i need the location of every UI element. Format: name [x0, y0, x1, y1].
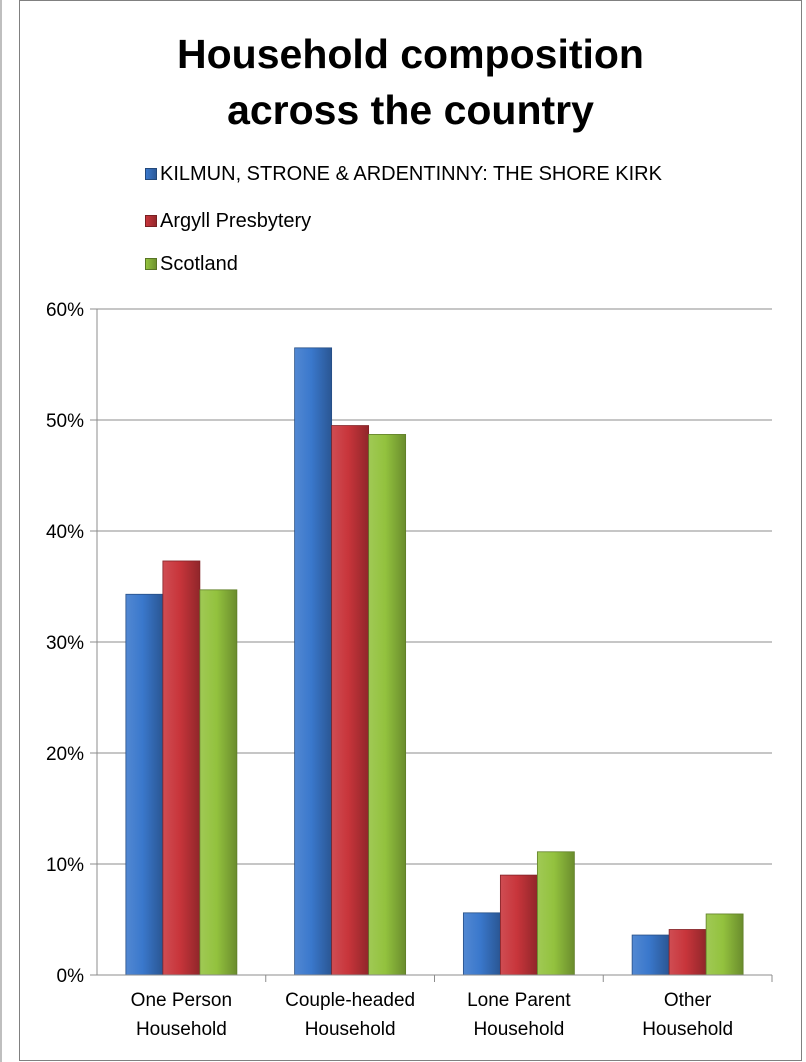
bar-3-1: [668, 929, 707, 976]
bar-2-0: [462, 912, 501, 976]
chart-title: Household composition across the country: [19, 26, 802, 138]
left-edge-divider: [0, 0, 2, 1062]
x-tick-label: One Person: [131, 990, 232, 1011]
x-tick-label: Household: [473, 1019, 564, 1040]
bar-1-0: [294, 347, 333, 976]
bar-1-1: [331, 425, 370, 976]
legend-item-series-2: Argyll Presbytery: [145, 208, 311, 234]
x-tick-label: Lone Parent: [467, 990, 571, 1011]
bar-1-2: [368, 434, 407, 976]
legend-item-series-1: KILMUN, STRONE & ARDENTINNY: THE SHORE K…: [145, 161, 662, 187]
x-tick-label: Household: [136, 1019, 227, 1040]
bar-0-2: [199, 589, 238, 976]
x-tick-label: Household: [642, 1019, 733, 1040]
legend-label-series-3: Scotland: [160, 252, 238, 275]
x-tick-label: Couple-headed: [285, 990, 415, 1011]
legend-swatch-series-1: [145, 168, 157, 180]
y-tick-label: 50%: [46, 411, 84, 432]
y-tick-label: 0%: [57, 966, 85, 987]
y-tick-label: 30%: [46, 633, 84, 654]
y-tick-label: 20%: [46, 744, 84, 765]
bars: [125, 347, 744, 976]
bar-0-1: [162, 560, 201, 976]
y-tick-label: 40%: [46, 522, 84, 543]
bar-2-1: [499, 874, 538, 976]
x-tick-label: Household: [305, 1019, 396, 1040]
y-tick-label: 10%: [46, 855, 84, 876]
bar-3-0: [631, 934, 670, 976]
legend-swatch-series-2: [145, 215, 157, 227]
bar-0-0: [125, 593, 164, 976]
bar-2-2: [536, 851, 575, 976]
legend-swatch-series-3: [145, 258, 157, 270]
legend-item-series-3: Scotland: [145, 251, 238, 277]
chart-title-line-1: Household composition across the country: [177, 31, 644, 133]
legend-label-series-2: Argyll Presbytery: [160, 209, 312, 232]
bar-3-2: [705, 913, 744, 976]
y-tick-label: 60%: [46, 300, 84, 321]
axes: 0% 10% 20% 30% 40% 50% 60% One Person Household C…: [46, 300, 773, 1040]
legend-label-series-1: KILMUN, STRONE & ARDENTINNY: THE SHORE K…: [160, 162, 662, 185]
x-tick-label: Other: [664, 990, 712, 1011]
